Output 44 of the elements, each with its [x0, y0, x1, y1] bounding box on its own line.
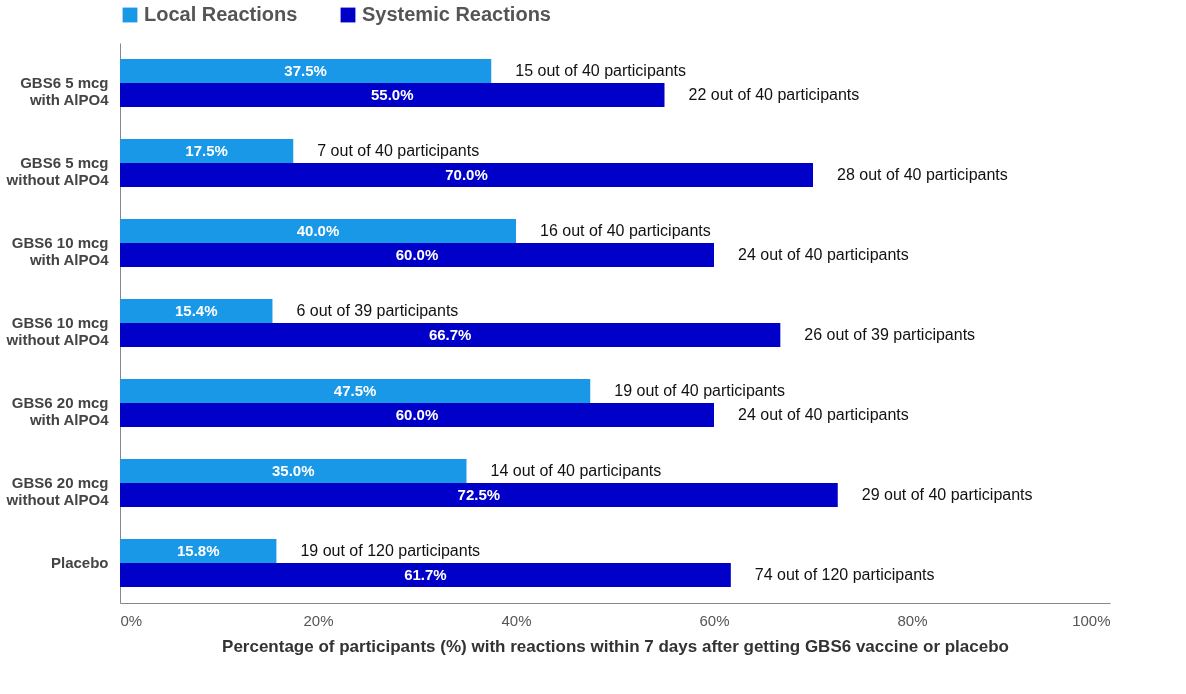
- annotation: 22 out of 40 participants: [688, 86, 860, 103]
- annotation: 16 out of 40 participants: [540, 222, 711, 239]
- annotation: 19 out of 40 participants: [614, 382, 786, 399]
- data-label: 37.5%: [284, 62, 327, 79]
- data-label: 60.0%: [395, 406, 439, 423]
- data-label: 72.5%: [457, 486, 501, 503]
- x-tick-label: 40%: [501, 611, 532, 629]
- data-label: 17.5%: [185, 142, 228, 159]
- legend-label: Systemic Reactions: [362, 3, 551, 25]
- annotation: 28 out of 40 participants: [837, 166, 1008, 183]
- y-tick-label: Placebo: [50, 554, 109, 571]
- y-tick-label: GBS6 10 mcg without AlPO4: [5, 314, 110, 348]
- y-tick-label: GBS6 5 mcg with AlPO4: [20, 74, 110, 108]
- x-tick-label: 60%: [699, 611, 730, 629]
- y-tick-label: GBS6 5 mcg without AlPO4: [5, 154, 110, 188]
- y-tick-label: GBS6 20 mcg with AlPO4: [11, 394, 110, 428]
- data-label: 40.0%: [296, 222, 340, 239]
- x-axis-title: Percentage of participants (%) with reactions within 7 days after getting GBS6 vaccine or placebo: [222, 636, 1009, 656]
- annotation: 24 out of 40 participants: [738, 406, 909, 423]
- x-tick-label: 0%: [120, 611, 143, 629]
- data-label: 61.7%: [404, 566, 447, 583]
- data-label: 15.4%: [174, 302, 218, 319]
- y-tick-label: GBS6 10 mcg with AlPO4: [11, 234, 110, 268]
- data-label: 70.0%: [445, 166, 488, 183]
- annotation: 29 out of 40 participants: [861, 486, 1033, 503]
- annotation: 15 out of 40 participants: [515, 62, 687, 79]
- data-label: 47.5%: [333, 382, 377, 399]
- annotation: 6 out of 39 participants: [296, 302, 459, 319]
- data-label: 15.8%: [176, 542, 220, 559]
- y-tick-label: GBS6 20 mcg without AlPO4: [5, 474, 110, 508]
- x-tick-label: 80%: [897, 611, 928, 629]
- data-label: 66.7%: [428, 326, 472, 343]
- annotation: 24 out of 40 participants: [738, 246, 909, 263]
- x-tick-label: 100%: [1072, 611, 1111, 629]
- annotation: 26 out of 39 participants: [804, 326, 976, 343]
- data-label: 35.0%: [271, 462, 315, 479]
- annotation: 19 out of 120 participants: [300, 542, 481, 559]
- annotation: 14 out of 40 participants: [490, 462, 662, 479]
- annotation: 7 out of 40 participants: [317, 142, 480, 159]
- annotation: 74 out of 120 participants: [754, 566, 935, 583]
- data-label: 60.0%: [395, 246, 439, 263]
- x-tick-label: 20%: [303, 611, 334, 629]
- data-label: 55.0%: [370, 86, 414, 103]
- legend-label: Local Reactions: [144, 3, 298, 25]
